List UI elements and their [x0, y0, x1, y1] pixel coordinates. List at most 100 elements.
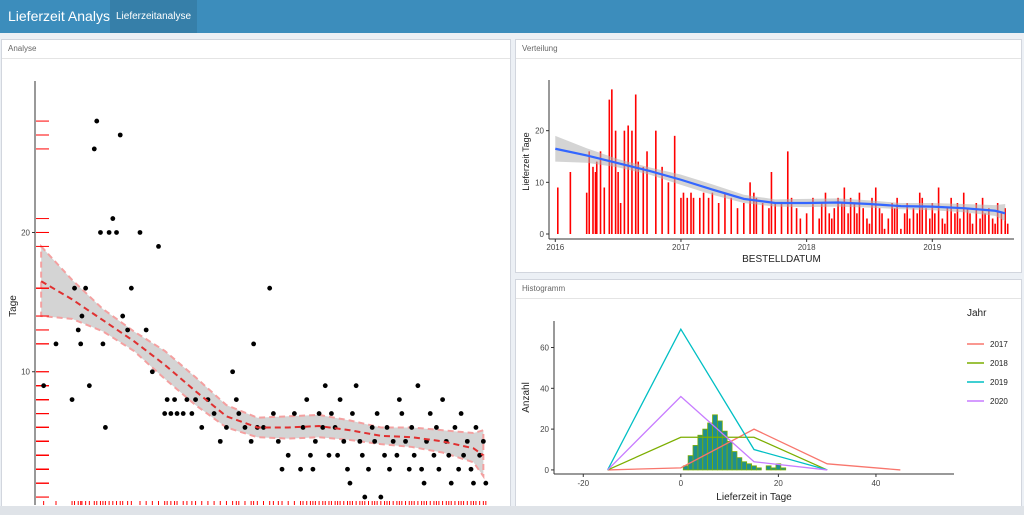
- data-point: [316, 411, 322, 416]
- app-title: Lieferzeit Analyse: [8, 8, 118, 24]
- y-tick-label: 10: [535, 178, 544, 187]
- tab-lieferzeitanalyse[interactable]: Lieferzeitanalyse: [110, 0, 197, 33]
- legend-label-2020: 2020: [990, 397, 1008, 406]
- histogram-bar: [751, 465, 757, 471]
- confidence-band: [555, 135, 1006, 222]
- data-point: [387, 466, 392, 472]
- panel-verteilung: Verteilung 0 10 20 2016 2017 2018 2019 BESTELLD…: [515, 39, 1022, 273]
- histogram-bar: [697, 434, 704, 471]
- y-tick-label: 20: [535, 127, 544, 136]
- histogram-bar: [746, 463, 752, 471]
- data-point: [242, 425, 248, 430]
- analyse-scatter-chart: 010202016201720182019BESTELLDATUMTage: [8, 81, 489, 505]
- data-point: [224, 425, 229, 430]
- data-point: [347, 480, 353, 486]
- data-point: [189, 411, 195, 416]
- data-point: [217, 438, 223, 444]
- data-point: [248, 438, 254, 444]
- data-point: [149, 369, 155, 375]
- data-point: [431, 452, 437, 458]
- histogram-bar: [731, 451, 738, 471]
- data-point: [436, 466, 442, 472]
- panel-title-analyse: Analyse: [2, 40, 510, 59]
- x-tick-label: 2019: [923, 243, 941, 252]
- data-point: [79, 313, 85, 319]
- series-line-2019: [607, 327, 828, 471]
- data-point: [357, 438, 363, 444]
- data-point: [236, 411, 242, 416]
- series-line-2017: [607, 428, 901, 471]
- data-point: [184, 397, 190, 402]
- histogram-bar: [717, 420, 723, 471]
- data-point: [329, 411, 334, 416]
- histogram-bar: [765, 465, 772, 471]
- data-point: [83, 285, 89, 291]
- data-point: [471, 480, 476, 486]
- data-point: [193, 397, 198, 402]
- series-line-2020: [607, 395, 828, 471]
- data-point: [452, 425, 458, 430]
- data-point: [110, 216, 116, 221]
- data-point: [399, 411, 405, 416]
- data-point: [406, 466, 412, 472]
- data-point: [480, 438, 486, 444]
- data-point: [335, 452, 341, 458]
- data-point: [409, 425, 415, 430]
- data-point: [285, 452, 291, 458]
- data-point: [477, 452, 483, 458]
- histogram-bar: [780, 467, 787, 471]
- data-point: [233, 397, 239, 402]
- panel-title-verteilung: Verteilung: [516, 40, 1021, 59]
- data-point: [251, 341, 257, 347]
- histogram-bar: [770, 467, 777, 471]
- histogram-bar: [736, 457, 743, 471]
- data-point: [199, 425, 205, 430]
- x-tick-label: -20: [577, 479, 589, 488]
- data-point: [86, 383, 92, 389]
- data-point: [275, 438, 281, 444]
- data-point: [143, 327, 149, 333]
- data-point: [458, 411, 464, 416]
- data-point: [300, 425, 306, 430]
- data-point: [120, 313, 126, 319]
- smooth-line: [40, 280, 484, 457]
- data-point: [421, 480, 427, 486]
- confidence-band: [40, 243, 485, 480]
- legend-label-2019: 2019: [990, 378, 1008, 387]
- y-tick-label: 60: [540, 344, 549, 353]
- y-tick-label: 20: [21, 228, 30, 237]
- data-point: [403, 438, 408, 444]
- legend-label-2017: 2017: [990, 340, 1008, 349]
- data-point: [350, 411, 355, 416]
- x-tick-label: 20: [774, 479, 783, 488]
- data-point: [378, 494, 384, 500]
- panel-histogramm: Histogramm 0 20 40 60 -20 0 20 40 Lieferzeit in …: [515, 279, 1022, 507]
- histogram-bar: [692, 445, 699, 471]
- data-point: [128, 285, 134, 291]
- data-point: [359, 452, 365, 458]
- data-point: [114, 230, 119, 235]
- data-point: [279, 466, 285, 472]
- data-point: [164, 397, 170, 402]
- data-point: [310, 466, 316, 472]
- legend-title: Jahr: [967, 308, 987, 319]
- data-point: [100, 341, 106, 347]
- data-point: [137, 230, 143, 235]
- y-axis-title: Tage: [8, 295, 19, 317]
- data-point: [106, 230, 112, 235]
- data-point: [94, 118, 100, 124]
- x-tick-label: 0: [679, 479, 684, 488]
- data-point: [322, 383, 328, 389]
- data-point: [320, 425, 326, 430]
- data-point: [353, 383, 359, 389]
- top-navbar: Lieferzeit Analyse Lieferzeitanalyse: [0, 0, 1024, 33]
- data-point: [291, 411, 297, 416]
- data-point: [172, 397, 177, 402]
- data-point: [362, 494, 368, 500]
- data-point: [53, 341, 59, 347]
- data-point: [473, 425, 479, 430]
- data-point: [468, 466, 474, 472]
- panel-analyse: Analyse 010202016201720182019BESTELLDATU…: [1, 39, 511, 507]
- data-point: [304, 397, 310, 402]
- data-point: [337, 397, 343, 402]
